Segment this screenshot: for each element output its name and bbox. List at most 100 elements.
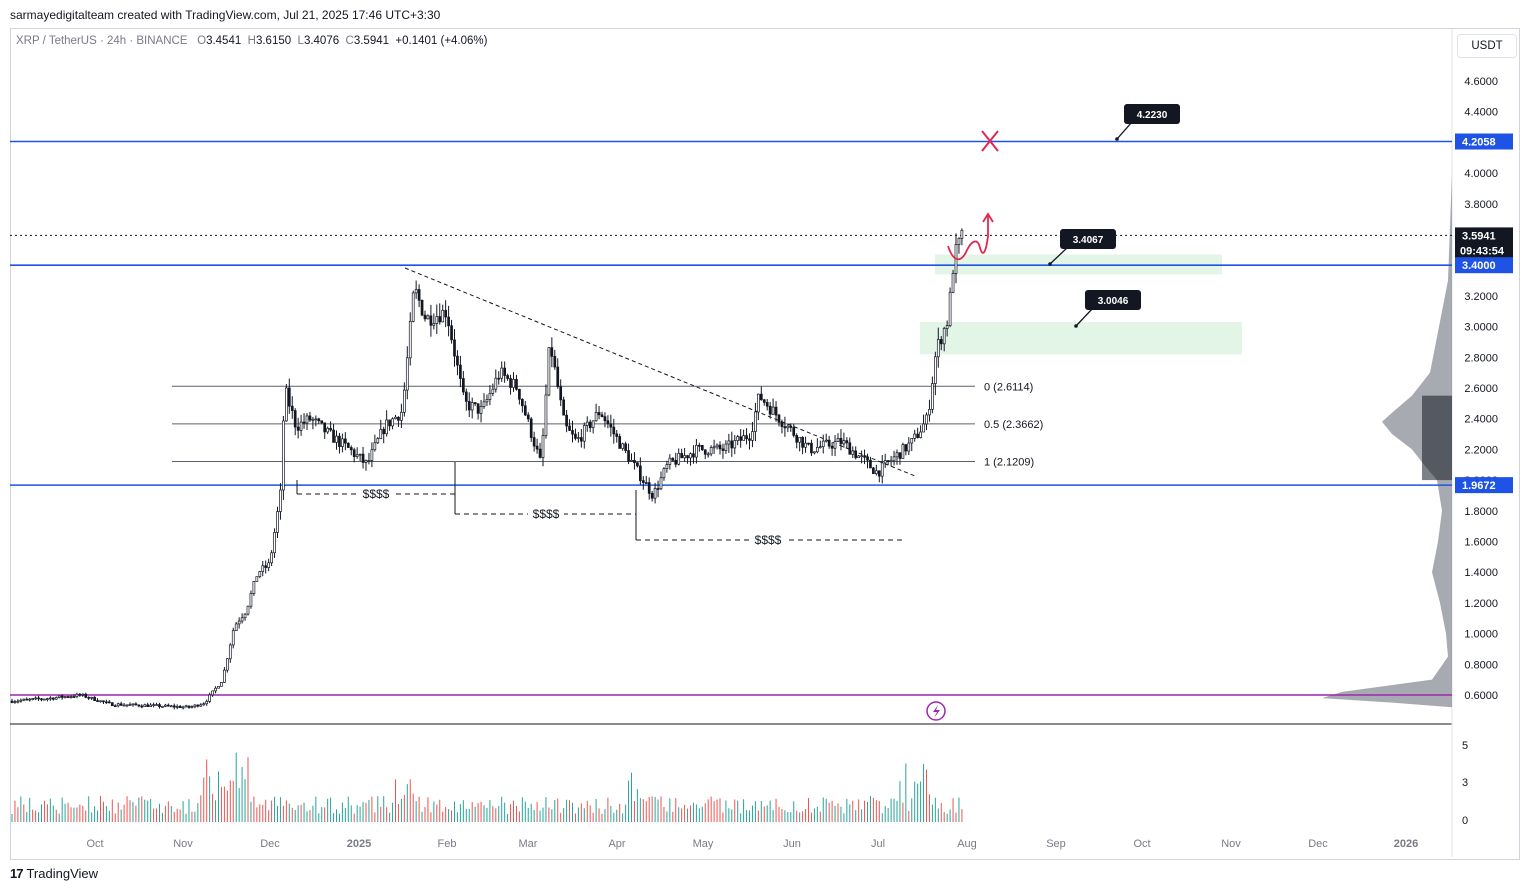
volume-bar [117, 802, 119, 822]
volume-bar [819, 811, 821, 822]
volume-bar [722, 812, 724, 822]
candle-down [703, 449, 707, 455]
volume-bar [265, 799, 267, 822]
volume-bar [442, 811, 444, 822]
volume-bar [928, 794, 930, 822]
candle-up [54, 697, 58, 700]
volume-bar [362, 802, 364, 822]
volume-bar [872, 797, 874, 822]
volume-bar [406, 784, 408, 822]
volume-bar [690, 805, 691, 822]
volume-bar [318, 813, 320, 822]
volume-bar [55, 809, 57, 822]
volume-bar [867, 801, 868, 822]
volume-bar [707, 799, 709, 822]
candle-up [376, 438, 380, 444]
candle-down [438, 316, 442, 323]
volume-bar [704, 803, 706, 822]
volume-bar [760, 800, 762, 822]
candle-down [526, 414, 530, 420]
volume-bar [433, 801, 435, 822]
candle-up [43, 698, 46, 701]
volume-bar [241, 766, 243, 822]
volume-bar [285, 800, 287, 822]
candle-down [535, 445, 539, 450]
volume-bar [501, 796, 503, 822]
candle-down [538, 448, 542, 458]
candle-up [379, 428, 383, 439]
volume-bar [400, 798, 402, 822]
candle-up [405, 357, 409, 391]
candle-down [532, 437, 536, 447]
volume-bar [610, 805, 612, 822]
volume-bar [905, 763, 907, 822]
candle-up [414, 289, 418, 294]
volume-bar [454, 801, 455, 822]
volume-bar [156, 808, 158, 822]
candle-down [745, 435, 748, 440]
volume-bar [439, 799, 441, 822]
y-axis-tick: 3.0000 [1464, 322, 1498, 334]
candle-down [317, 418, 321, 422]
candle-down [323, 422, 327, 433]
candle-down [792, 427, 796, 436]
volume-bar [474, 806, 476, 822]
volume-bar [914, 781, 916, 822]
currency-unit-button[interactable]: USDT [1457, 34, 1517, 58]
candle-up [411, 292, 415, 322]
candle-up [742, 435, 745, 441]
volume-bar [167, 801, 169, 822]
volume-bar [41, 804, 42, 822]
volume-bars [11, 752, 963, 822]
candle-up [211, 690, 214, 696]
candles [10, 228, 964, 710]
candle-up [659, 477, 663, 490]
volume-bar [539, 810, 541, 822]
volume-bar [586, 800, 588, 822]
volume-bar [619, 803, 621, 822]
volume-bar [846, 798, 848, 822]
candle-down [87, 696, 91, 699]
volume-bar [495, 808, 497, 822]
candle-up [771, 406, 775, 415]
candle-down [296, 426, 300, 431]
y-axis-tick: 4.6000 [1464, 76, 1498, 88]
candle-up [857, 455, 861, 459]
volume-bar [173, 811, 175, 822]
candle-up [214, 687, 217, 692]
candle-down [789, 425, 793, 428]
volume-bar [828, 802, 830, 822]
x-axis-label: Nov [173, 838, 193, 850]
volume-bar [518, 811, 520, 822]
volume-bar [698, 808, 700, 822]
volume-bar [486, 807, 488, 822]
volume-bar [76, 807, 78, 822]
volume-bar [383, 796, 385, 822]
candle-down [768, 405, 772, 415]
candle-down [780, 422, 784, 427]
volume-bar [840, 806, 842, 822]
volume-bar [955, 812, 957, 822]
volume-bar [365, 802, 367, 822]
volume-bar [29, 797, 31, 822]
candle-down [290, 405, 294, 411]
candle-down [497, 377, 501, 380]
candle-up [217, 686, 220, 689]
volume-bar [120, 809, 122, 822]
candle-up [482, 401, 486, 407]
volume-bar [392, 802, 394, 822]
candle-down [647, 482, 651, 494]
candle-down [444, 309, 447, 318]
volume-bar [135, 805, 137, 822]
candle-down [476, 403, 480, 414]
candle-up [285, 387, 288, 422]
candle-up [252, 581, 256, 594]
demand-zone [920, 321, 1242, 355]
candle-up [279, 489, 282, 512]
candle-up [818, 446, 822, 448]
volume-bar [751, 805, 753, 822]
volume-bar [802, 811, 804, 822]
candle-down [509, 378, 512, 388]
volume-bar [852, 800, 854, 822]
